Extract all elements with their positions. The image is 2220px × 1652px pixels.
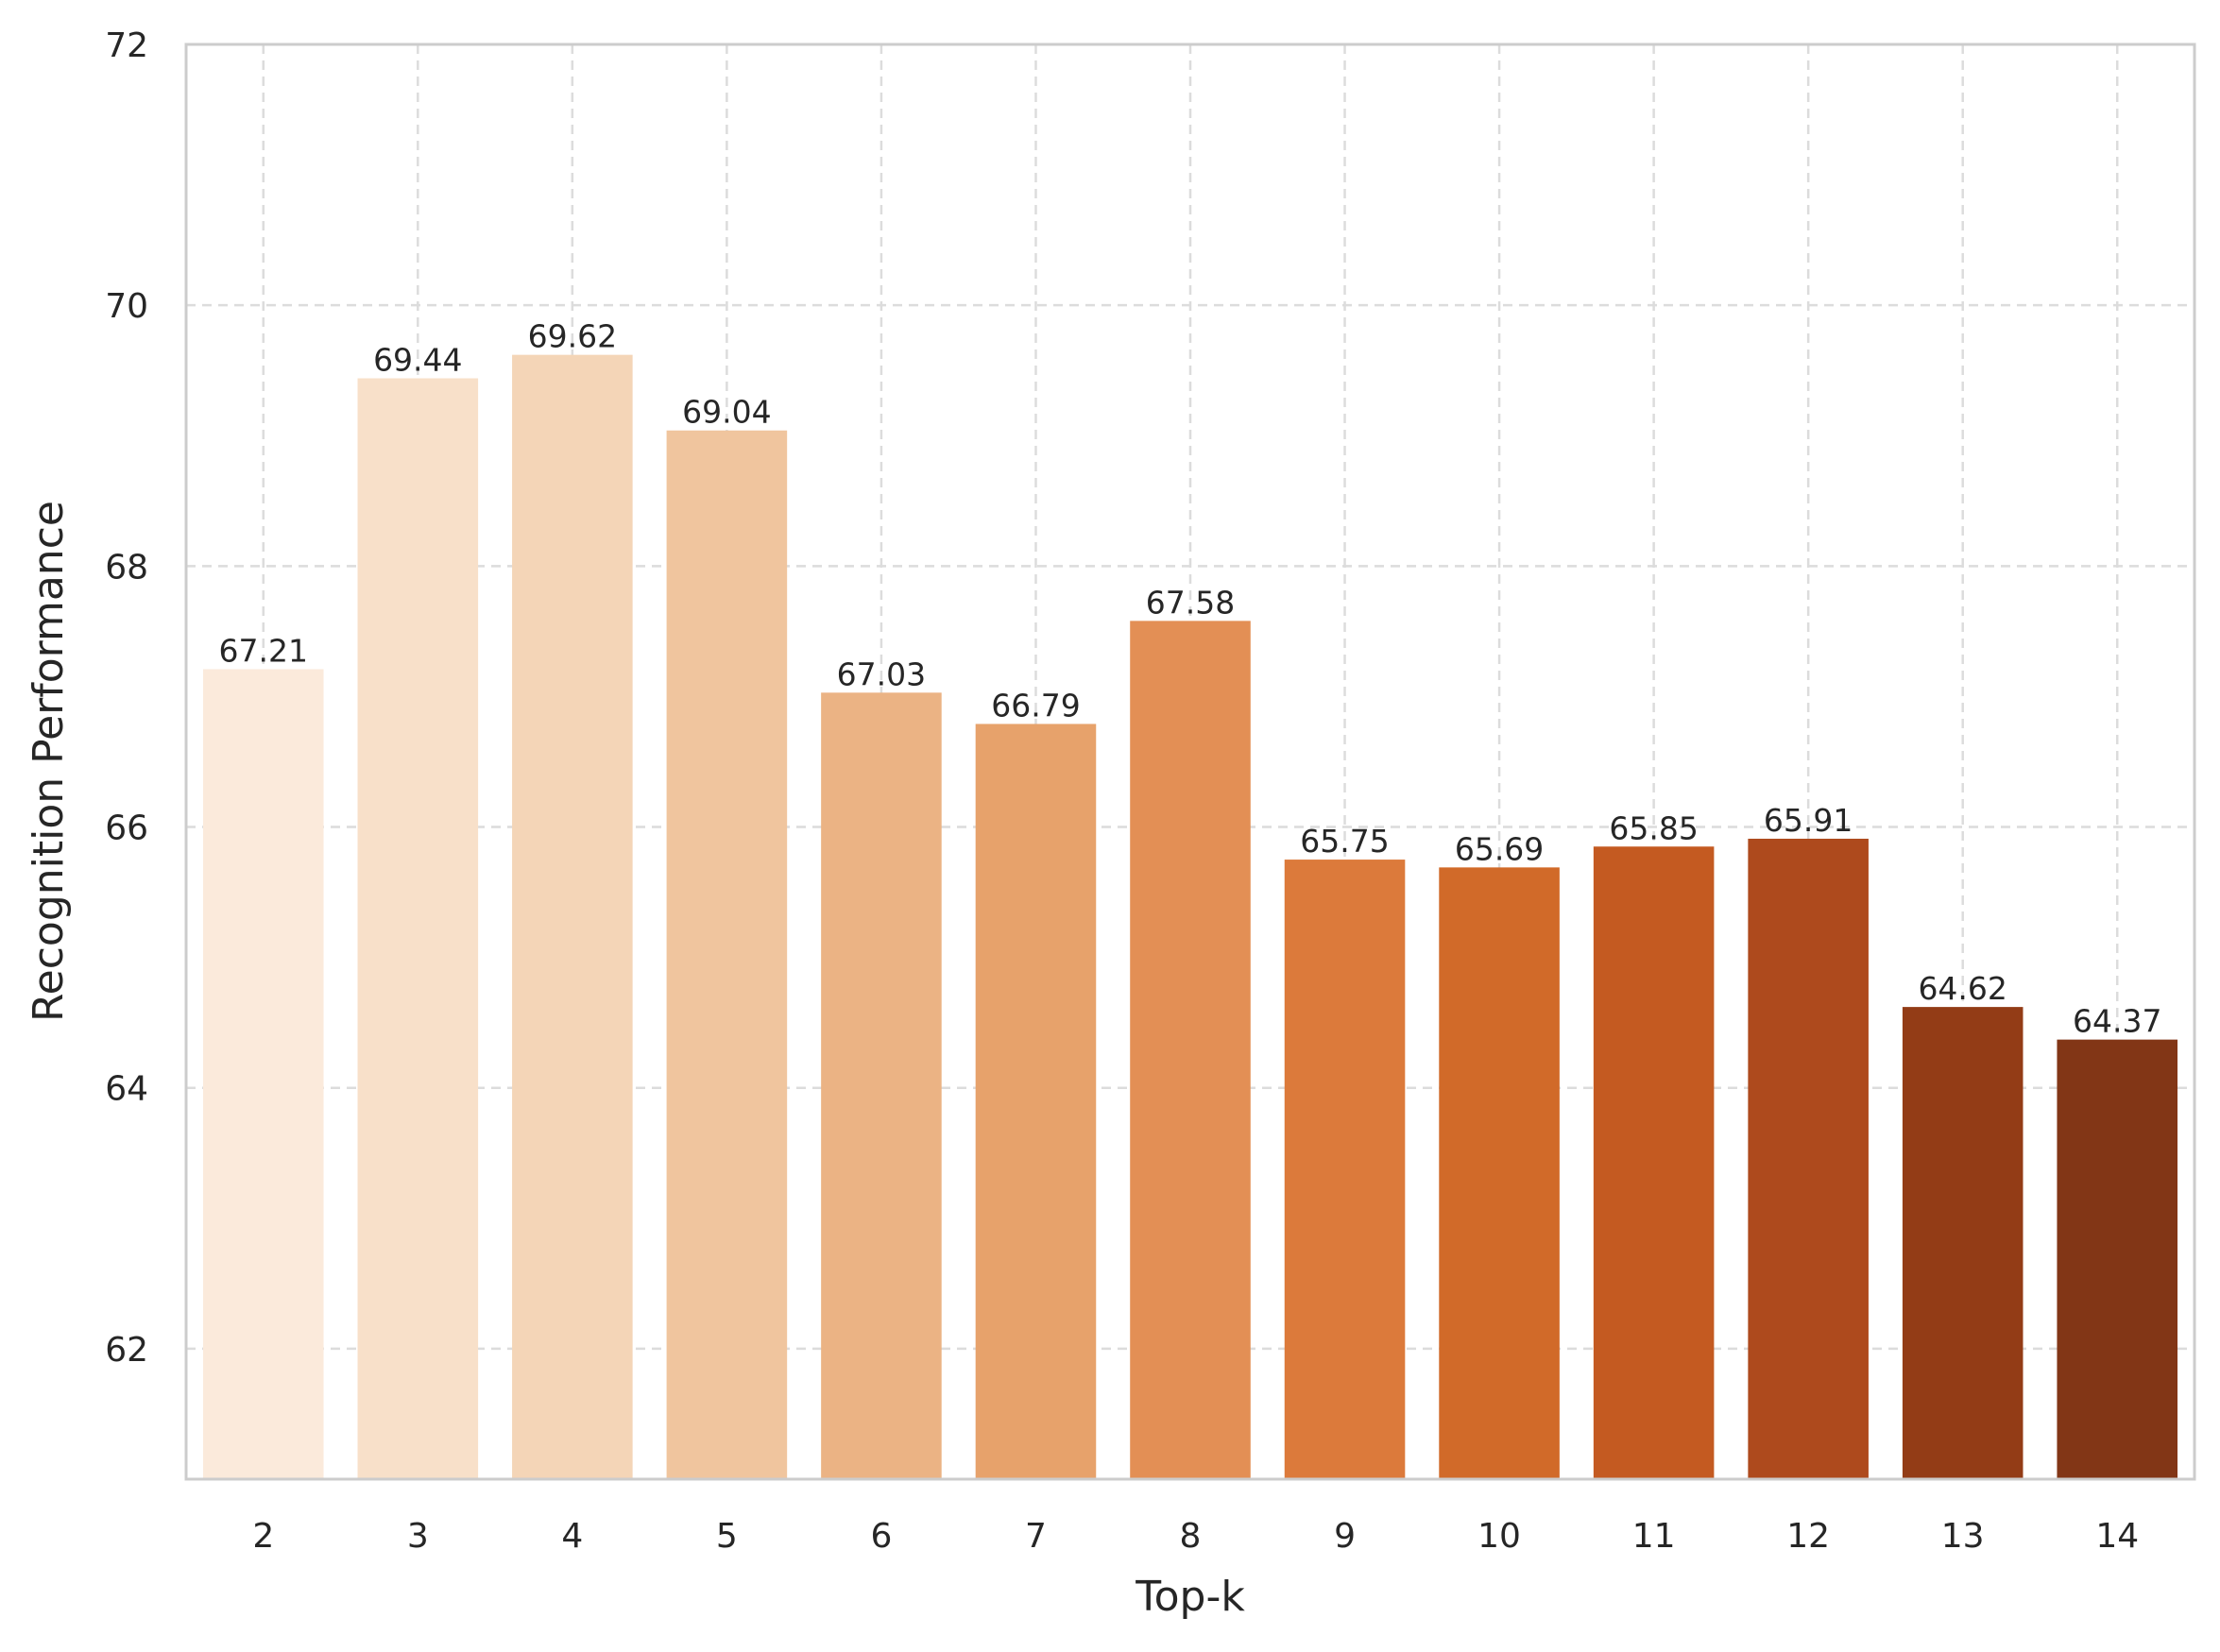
bar-5 xyxy=(666,430,788,1480)
x-tick-label: 11 xyxy=(1632,1517,1676,1556)
bar-value-label: 66.79 xyxy=(991,687,1080,724)
x-tick-label: 13 xyxy=(1941,1517,1985,1556)
bar-value-label: 65.69 xyxy=(1455,830,1544,867)
bar-value-label: 69.04 xyxy=(682,394,771,431)
x-tick-label: 4 xyxy=(561,1517,583,1556)
x-tick-label: 5 xyxy=(716,1517,738,1556)
x-tick-label: 7 xyxy=(1025,1517,1047,1556)
bar-9 xyxy=(1284,860,1406,1479)
bar-3 xyxy=(357,378,479,1480)
x-tick-label: 2 xyxy=(252,1517,274,1556)
bar-14 xyxy=(2057,1039,2178,1479)
bar-2 xyxy=(202,669,324,1479)
bar-value-label: 64.62 xyxy=(1918,970,2007,1007)
value-labels: 67.21 69.44 69.62 69.04 67.03 66.79 67.58 65.75… xyxy=(219,318,2162,1040)
bar-11 xyxy=(1593,846,1715,1479)
y-tick-labels: 62 64 66 68 70 72 xyxy=(105,26,148,1370)
plot-frame xyxy=(184,43,2196,1481)
x-tick-label: 3 xyxy=(407,1517,429,1556)
bar-7 xyxy=(975,724,1097,1479)
bars xyxy=(202,354,2178,1480)
bar-value-label: 69.62 xyxy=(528,318,617,355)
bar-value-label: 67.58 xyxy=(1146,584,1235,621)
bar-13 xyxy=(1902,1007,2024,1479)
bar-6 xyxy=(821,692,942,1479)
y-axis-label: Recognition Performance xyxy=(25,501,73,1022)
bar-value-label: 65.85 xyxy=(1609,809,1698,846)
x-tick-label: 8 xyxy=(1180,1517,1202,1556)
bar-value-label: 67.21 xyxy=(219,632,308,669)
x-tick-label: 12 xyxy=(1786,1517,1830,1556)
bar-value-label: 65.75 xyxy=(1300,823,1389,860)
y-tick-label: 68 xyxy=(105,548,148,587)
y-tick-label: 70 xyxy=(105,287,148,326)
y-tick-label: 62 xyxy=(105,1331,148,1370)
bar-12 xyxy=(1748,838,1869,1479)
bar-10 xyxy=(1439,867,1560,1479)
x-tick-label: 6 xyxy=(870,1517,892,1556)
x-tick-label: 14 xyxy=(2095,1517,2139,1556)
y-tick-label: 66 xyxy=(105,809,148,848)
x-tick-label: 10 xyxy=(1477,1517,1521,1556)
y-tick-label: 64 xyxy=(105,1070,148,1109)
bar-value-label: 69.44 xyxy=(373,342,462,379)
bar-value-label: 64.37 xyxy=(2073,1003,2161,1040)
x-axis-label: Top-k xyxy=(1135,1573,1245,1621)
bar-value-label: 65.91 xyxy=(1764,802,1853,839)
bar-4 xyxy=(512,354,633,1479)
x-tick-labels: 2 3 4 5 6 7 8 9 10 11 12 13 14 xyxy=(252,1517,2139,1556)
bar-8 xyxy=(1130,621,1251,1479)
y-tick-label: 72 xyxy=(105,26,148,65)
bar-value-label: 67.03 xyxy=(837,656,926,692)
x-tick-label: 9 xyxy=(1334,1517,1356,1556)
